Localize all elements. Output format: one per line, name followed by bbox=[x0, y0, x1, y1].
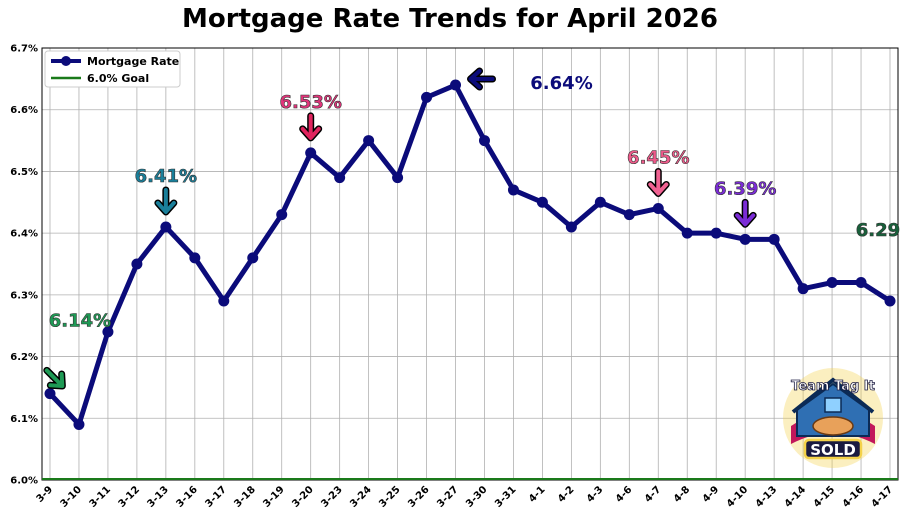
x-tick-label: 3-30 bbox=[464, 484, 490, 510]
data-point bbox=[536, 196, 548, 208]
data-point bbox=[826, 277, 838, 289]
y-tick-label: 6.6% bbox=[10, 105, 38, 116]
data-point bbox=[768, 233, 780, 245]
data-point bbox=[276, 209, 288, 221]
annotation-label: 6.29% bbox=[856, 220, 900, 241]
annotation-arrow bbox=[155, 187, 176, 214]
data-point bbox=[855, 277, 867, 289]
annotation-label: 6.53% bbox=[279, 92, 341, 113]
x-tick-label: 4-2 bbox=[556, 484, 577, 505]
annotations: 6.14% 6.41% 6.53% 6.64% 6.45% 6.39% 6.29% bbox=[43, 67, 900, 390]
x-tick-label: 3-24 bbox=[348, 484, 374, 510]
y-axis: 6.0% 6.1% 6.2% 6.3% 6.4% 6.5% 6.6% 6.7% bbox=[10, 44, 38, 487]
data-point bbox=[710, 227, 722, 239]
data-point bbox=[565, 221, 577, 233]
x-tick-label: 3-23 bbox=[319, 484, 345, 510]
x-tick-label: 3-19 bbox=[261, 484, 287, 510]
data-point bbox=[247, 252, 259, 264]
x-tick-label: 4-9 bbox=[701, 484, 722, 505]
annotation-label: 6.41% bbox=[135, 166, 197, 187]
x-tick-label: 3-12 bbox=[117, 484, 143, 510]
y-tick-label: 6.2% bbox=[10, 352, 38, 363]
legend: Mortgage Rate 6.0% Goal bbox=[44, 50, 181, 88]
data-point bbox=[421, 91, 433, 103]
y-tick-label: 6.3% bbox=[10, 290, 38, 301]
x-tick-label: 4-10 bbox=[725, 484, 751, 510]
x-tick-label: 4-7 bbox=[643, 484, 664, 505]
x-tick-label: 3-26 bbox=[406, 484, 432, 510]
data-point bbox=[363, 135, 375, 147]
x-tick-label: 3-18 bbox=[232, 484, 258, 510]
x-tick-label: 4-8 bbox=[672, 484, 693, 505]
mortgage-rate-line bbox=[47, 82, 893, 427]
data-point bbox=[160, 221, 172, 233]
data-point bbox=[305, 147, 317, 159]
data-points bbox=[44, 79, 896, 430]
logo-bottom-text: SOLD bbox=[810, 441, 856, 459]
x-tick-label: 3-20 bbox=[290, 484, 316, 510]
annotation-label: 6.64% bbox=[530, 73, 592, 94]
x-tick-label: 4-14 bbox=[783, 484, 809, 510]
annotation-label: 6.45% bbox=[627, 147, 689, 168]
annotation-arrow bbox=[44, 368, 65, 388]
x-tick-label: 3-31 bbox=[493, 484, 519, 510]
x-tick-label: 3-11 bbox=[88, 484, 114, 510]
legend-marker-mortgage-rate bbox=[61, 56, 71, 66]
x-tick-label: 4-13 bbox=[754, 484, 780, 510]
data-point bbox=[44, 388, 56, 400]
data-point bbox=[507, 184, 519, 196]
y-tick-label: 6.0% bbox=[10, 476, 38, 487]
x-tick-label: 3-25 bbox=[377, 484, 403, 510]
data-point bbox=[450, 79, 462, 91]
annotation-arrow bbox=[735, 200, 756, 227]
x-tick-label: 3-16 bbox=[174, 484, 200, 510]
legend-label-mortgage-rate: Mortgage Rate bbox=[87, 55, 179, 68]
logo-top-text: Team Tag It bbox=[791, 379, 875, 394]
data-point bbox=[652, 202, 664, 214]
annotation-arrow bbox=[300, 113, 321, 140]
data-point bbox=[102, 326, 114, 338]
data-point bbox=[392, 172, 404, 184]
y-tick-label: 6.7% bbox=[10, 44, 38, 55]
x-tick-label: 4-3 bbox=[585, 484, 606, 505]
data-point bbox=[218, 295, 230, 307]
x-tick-label: 4-1 bbox=[527, 484, 548, 505]
y-tick-label: 6.4% bbox=[10, 229, 38, 240]
data-point bbox=[189, 252, 201, 264]
data-point bbox=[478, 135, 490, 147]
x-tick-label: 4-15 bbox=[812, 484, 838, 510]
y-tick-label: 6.5% bbox=[10, 167, 38, 178]
chart-title: Mortgage Rate Trends for April 2026 bbox=[182, 4, 718, 34]
team-tag-it-sold-logo: Team Tag It SOLD bbox=[783, 368, 883, 468]
data-point bbox=[739, 233, 751, 245]
data-point bbox=[131, 258, 143, 270]
annotation-arrow bbox=[648, 169, 669, 196]
data-point bbox=[681, 227, 693, 239]
x-tick-label: 3-9 bbox=[35, 484, 56, 505]
annotation-arrow bbox=[468, 69, 495, 90]
data-point bbox=[594, 196, 606, 208]
annotation-label: 6.39% bbox=[714, 178, 776, 199]
data-point bbox=[884, 295, 896, 307]
data-point bbox=[73, 418, 85, 430]
x-tick-label: 4-16 bbox=[841, 484, 867, 510]
x-tick-label: 3-17 bbox=[203, 484, 229, 510]
legend-label-goal: 6.0% Goal bbox=[87, 72, 149, 85]
x-tick-label: 3-10 bbox=[59, 484, 85, 510]
data-point bbox=[623, 209, 635, 221]
x-axis: 3-9 3-10 3-11 3-12 3-13 3-16 3-17 3-18 3-19 3-20 3… bbox=[35, 484, 896, 510]
annotation-label: 6.14% bbox=[49, 311, 111, 332]
data-point bbox=[797, 283, 809, 295]
x-tick-label: 4-6 bbox=[614, 484, 635, 505]
y-tick-label: 6.1% bbox=[10, 414, 38, 425]
x-tick-label: 3-13 bbox=[146, 484, 172, 510]
x-tick-label: 4-17 bbox=[870, 484, 896, 510]
data-point bbox=[334, 172, 346, 184]
x-tick-label: 3-27 bbox=[435, 484, 461, 510]
